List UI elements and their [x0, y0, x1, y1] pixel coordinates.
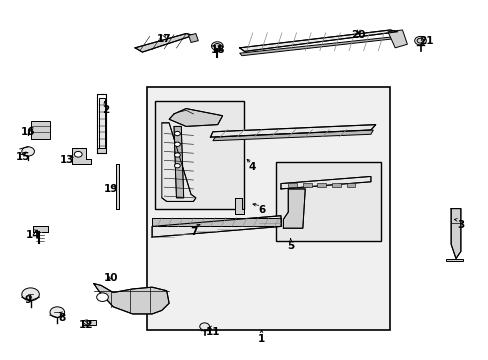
Bar — [317, 183, 325, 187]
Polygon shape — [239, 30, 397, 51]
Polygon shape — [281, 176, 370, 189]
Text: 2: 2 — [102, 105, 109, 115]
Text: 15: 15 — [16, 152, 30, 162]
Text: 9: 9 — [24, 295, 32, 305]
Circle shape — [174, 153, 180, 157]
Text: 3: 3 — [456, 220, 464, 230]
Polygon shape — [72, 148, 91, 164]
Polygon shape — [234, 198, 244, 214]
Bar — [287, 183, 296, 187]
Circle shape — [50, 307, 64, 318]
Polygon shape — [33, 226, 47, 232]
Polygon shape — [283, 189, 305, 228]
Bar — [346, 183, 355, 187]
Text: 18: 18 — [210, 45, 224, 55]
Polygon shape — [30, 121, 50, 139]
Text: 16: 16 — [21, 127, 35, 137]
Bar — [276, 162, 380, 241]
Circle shape — [22, 147, 34, 156]
Polygon shape — [99, 98, 105, 152]
Circle shape — [211, 42, 223, 50]
Polygon shape — [174, 126, 183, 198]
Polygon shape — [81, 320, 96, 325]
Text: 14: 14 — [26, 230, 40, 240]
Polygon shape — [135, 33, 193, 52]
Circle shape — [74, 152, 82, 157]
Text: 21: 21 — [419, 36, 433, 46]
Text: 7: 7 — [189, 227, 197, 237]
Text: 17: 17 — [157, 34, 171, 44]
Circle shape — [414, 36, 426, 45]
Circle shape — [416, 38, 423, 43]
Polygon shape — [94, 284, 169, 314]
Polygon shape — [152, 217, 281, 226]
Bar — [154, 102, 244, 208]
Polygon shape — [212, 130, 372, 141]
Polygon shape — [152, 216, 281, 237]
Text: 19: 19 — [103, 184, 118, 194]
Text: 4: 4 — [247, 162, 255, 172]
Polygon shape — [116, 164, 119, 208]
Bar — [147, 87, 389, 330]
Circle shape — [83, 320, 89, 324]
Text: 13: 13 — [60, 156, 74, 165]
Text: 6: 6 — [257, 205, 264, 215]
Bar — [331, 183, 340, 187]
Circle shape — [174, 163, 180, 168]
Text: 11: 11 — [205, 327, 220, 337]
Bar — [302, 183, 311, 187]
Text: 10: 10 — [103, 273, 118, 283]
Polygon shape — [162, 123, 196, 202]
Polygon shape — [188, 33, 198, 42]
Text: 5: 5 — [286, 241, 294, 251]
Text: 20: 20 — [351, 30, 365, 40]
Polygon shape — [446, 258, 462, 261]
Polygon shape — [169, 109, 222, 126]
Polygon shape — [239, 37, 392, 56]
Text: 12: 12 — [79, 320, 94, 330]
Polygon shape — [450, 208, 460, 258]
Circle shape — [213, 44, 220, 49]
Circle shape — [174, 131, 180, 136]
Polygon shape — [387, 30, 407, 48]
Text: 8: 8 — [59, 312, 66, 323]
Text: 1: 1 — [257, 334, 264, 344]
Circle shape — [97, 293, 108, 301]
Polygon shape — [210, 125, 375, 137]
Circle shape — [200, 323, 209, 330]
Circle shape — [22, 288, 39, 301]
Circle shape — [174, 142, 180, 147]
Polygon shape — [97, 148, 106, 153]
